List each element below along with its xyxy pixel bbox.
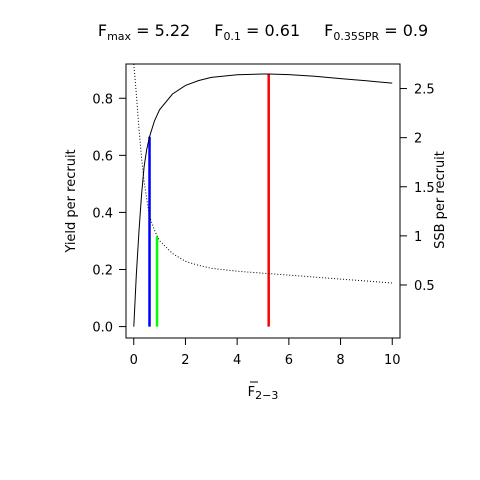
title-part-main: F [190,21,223,40]
yield-per-recruit-line [133,73,393,327]
x-axis: 0 2 4 6 8 10 [130,337,401,368]
title-part-sub: 0.1 [223,30,241,43]
reference-lines [148,73,270,327]
x-tick-label: 2 [181,353,189,368]
y-right-tick-label: 2.5 [414,83,435,98]
y-axis-left: 0.0 0.2 0.4 0.6 0.8 [92,92,127,336]
x-axis-title-sub: 2−3 [255,389,278,402]
x-axis-title: F2−3 [248,385,279,402]
y-right-tick-label: 1.5 [414,181,435,196]
title-part-sub: 0.35SPR [333,30,379,43]
y-left-tick-label: 0.6 [92,149,113,164]
y-right-tick-label: 2 [414,132,422,147]
y-left-tick-label: 0.8 [92,92,113,107]
title-part-value: = 5.22 [131,21,190,40]
title-part-main: F [98,21,107,40]
y-left-tick-label: 0.0 [92,321,113,336]
title-part-main: F [300,21,333,40]
y-axis-right: 0.5 1 1.5 2 2.5 [399,83,435,294]
x-axis-title-main: F [248,385,255,400]
ssb-per-recruit-line [133,63,393,284]
y-axis-right-title: SSB per recruit [433,151,448,249]
x-tick-label: 8 [336,353,344,368]
series-lines [133,63,393,327]
chart-title-text: Fmax = 5.22 F0.1 = 0.61 F0.35SPR = 0.9 [98,21,428,43]
chart-title: Fmax = 5.22 F0.1 = 0.61 F0.35SPR = 0.9 [98,21,428,43]
title-part-value: = 0.9 [379,21,428,40]
plot-frame [125,63,401,339]
title-part-sub: max [107,30,131,43]
y-right-tick-label: 1 [414,230,422,245]
title-part-value: = 0.61 [241,21,300,40]
x-tick-label: 4 [233,353,241,368]
x-tick-label: 10 [384,353,401,368]
y-right-tick-label: 0.5 [414,279,435,294]
y-left-tick-label: 0.4 [92,206,113,221]
y-axis-left-title: Yield per recruit [64,149,79,253]
y-left-tick-label: 0.2 [92,264,113,279]
x-tick-label: 6 [285,353,293,368]
x-tick-label: 0 [130,353,138,368]
